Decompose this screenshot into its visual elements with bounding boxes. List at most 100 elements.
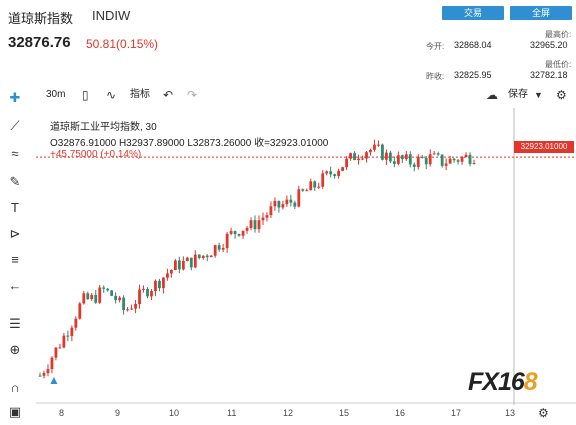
candle-body bbox=[448, 158, 452, 164]
candle-body bbox=[436, 153, 440, 155]
pattern-icon[interactable]: ⊳ bbox=[9, 226, 21, 241]
candle-type-icon[interactable]: ▯ bbox=[82, 88, 89, 102]
indicators-button[interactable]: 指标 bbox=[130, 89, 150, 100]
candle-body bbox=[408, 154, 412, 165]
prev-close-label: 昨收: bbox=[426, 72, 445, 81]
x-tick-label: 13 bbox=[505, 408, 516, 418]
candle-body bbox=[440, 154, 444, 166]
candle-body bbox=[305, 190, 309, 192]
candle-body bbox=[273, 200, 277, 207]
candle-body bbox=[373, 144, 376, 150]
candle-body bbox=[456, 160, 460, 162]
low-label: 最低价: bbox=[545, 60, 572, 69]
x-tick-label: 8 bbox=[59, 408, 65, 418]
magnet-icon[interactable]: ∩ bbox=[10, 380, 20, 395]
candle-body bbox=[233, 231, 237, 235]
x-tick-label: 10 bbox=[169, 408, 180, 418]
candle-body bbox=[369, 149, 372, 153]
candle-body bbox=[468, 154, 472, 164]
candle-body bbox=[245, 227, 249, 231]
candle-body bbox=[177, 260, 181, 270]
candle-body bbox=[98, 287, 102, 303]
chevron-down-icon[interactable]: ▼ bbox=[534, 90, 543, 100]
brush-icon[interactable]: ✎ bbox=[9, 174, 21, 189]
text-icon[interactable]: T bbox=[11, 200, 19, 215]
candle-body bbox=[277, 200, 281, 208]
candle-body bbox=[416, 156, 420, 167]
settings-icon[interactable]: ⚙ bbox=[556, 88, 567, 102]
candle-body bbox=[237, 234, 241, 236]
candle-body bbox=[333, 174, 337, 177]
undo-icon[interactable]: ↶ bbox=[163, 88, 174, 102]
redo-icon[interactable]: ↷ bbox=[187, 88, 198, 102]
candle-body bbox=[225, 233, 229, 248]
candle-body bbox=[428, 154, 432, 165]
candle-body bbox=[50, 357, 54, 370]
candle-body bbox=[142, 288, 145, 290]
ruler-icon[interactable]: ☰ bbox=[9, 316, 21, 331]
crosshair-icon[interactable]: ✚ bbox=[9, 90, 21, 105]
candle-body bbox=[193, 254, 197, 268]
candle-body bbox=[253, 220, 257, 230]
candle-body bbox=[293, 202, 297, 207]
candle-body bbox=[385, 152, 388, 160]
candle-body bbox=[432, 153, 436, 155]
candle-body bbox=[424, 158, 428, 165]
zoom-in-icon[interactable]: ⊕ bbox=[9, 342, 21, 357]
candle-body bbox=[257, 220, 261, 230]
candle-body bbox=[265, 215, 269, 218]
x-tick-label: 11 bbox=[227, 408, 237, 418]
candle-body bbox=[285, 199, 289, 205]
candle-body bbox=[353, 153, 356, 161]
back-arrow-icon[interactable]: ← bbox=[8, 278, 22, 293]
last-price-tag: 32923.01000 bbox=[514, 141, 574, 153]
candle-body bbox=[345, 158, 348, 168]
candle-body bbox=[58, 347, 62, 349]
candle-body bbox=[221, 247, 225, 250]
candle-body bbox=[201, 255, 205, 258]
instrument-title: 道琼斯指数 bbox=[8, 11, 74, 26]
candle-body bbox=[444, 163, 448, 166]
fullscreen-button[interactable]: 全屏 bbox=[510, 6, 572, 20]
candlestick-chart[interactable] bbox=[36, 108, 576, 405]
forecast-icon[interactable]: ≡ bbox=[11, 252, 19, 267]
candle-body bbox=[54, 347, 58, 358]
candle-body bbox=[74, 318, 78, 328]
candle-body bbox=[460, 157, 464, 162]
trade-button[interactable]: 交易 bbox=[442, 6, 504, 20]
cloud-icon[interactable]: ☁ bbox=[486, 88, 498, 102]
fib-icon[interactable]: ≈ bbox=[11, 146, 19, 161]
candle-body bbox=[189, 257, 193, 268]
candle-body bbox=[181, 261, 185, 270]
current-price: 32876.76 bbox=[8, 34, 71, 51]
candle-body bbox=[381, 144, 384, 160]
trendline-icon[interactable]: ⟋ bbox=[10, 118, 20, 133]
candle-body bbox=[154, 280, 157, 292]
x-tick-label: 9 bbox=[115, 408, 121, 418]
candle-body bbox=[169, 270, 173, 274]
prev-close-value: 32825.95 bbox=[454, 70, 492, 80]
indicator-icon[interactable]: ∿ bbox=[106, 88, 117, 102]
candle-body bbox=[464, 154, 468, 158]
candle-body bbox=[365, 152, 368, 159]
candle-body bbox=[62, 335, 66, 348]
candle-body bbox=[102, 287, 106, 289]
interval-select[interactable]: 30m bbox=[46, 89, 66, 100]
candle-body bbox=[357, 158, 360, 161]
candle-body bbox=[138, 289, 141, 305]
candle-body bbox=[209, 255, 213, 258]
legend-title: 道琼斯工业平均指数, 30 bbox=[50, 122, 157, 133]
lock-icon[interactable]: ▣ bbox=[8, 404, 22, 419]
candle-body bbox=[130, 308, 133, 310]
candle-body bbox=[301, 189, 305, 191]
candle-body bbox=[114, 295, 118, 301]
candle-body bbox=[321, 173, 325, 187]
high-value: 32965.20 bbox=[530, 40, 568, 50]
candle-body bbox=[329, 171, 333, 175]
candle-body bbox=[400, 155, 404, 160]
save-button[interactable]: 保存 bbox=[508, 89, 528, 100]
candle-body bbox=[126, 309, 129, 311]
instrument-code: INDIW bbox=[92, 8, 131, 23]
legend-change: +45.75000 (+0.14%) bbox=[50, 149, 142, 160]
chart-settings-icon[interactable]: ⚙ bbox=[538, 406, 549, 420]
